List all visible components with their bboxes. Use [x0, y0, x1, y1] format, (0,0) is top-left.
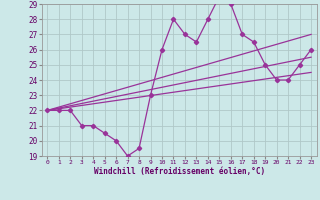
X-axis label: Windchill (Refroidissement éolien,°C): Windchill (Refroidissement éolien,°C): [94, 167, 265, 176]
